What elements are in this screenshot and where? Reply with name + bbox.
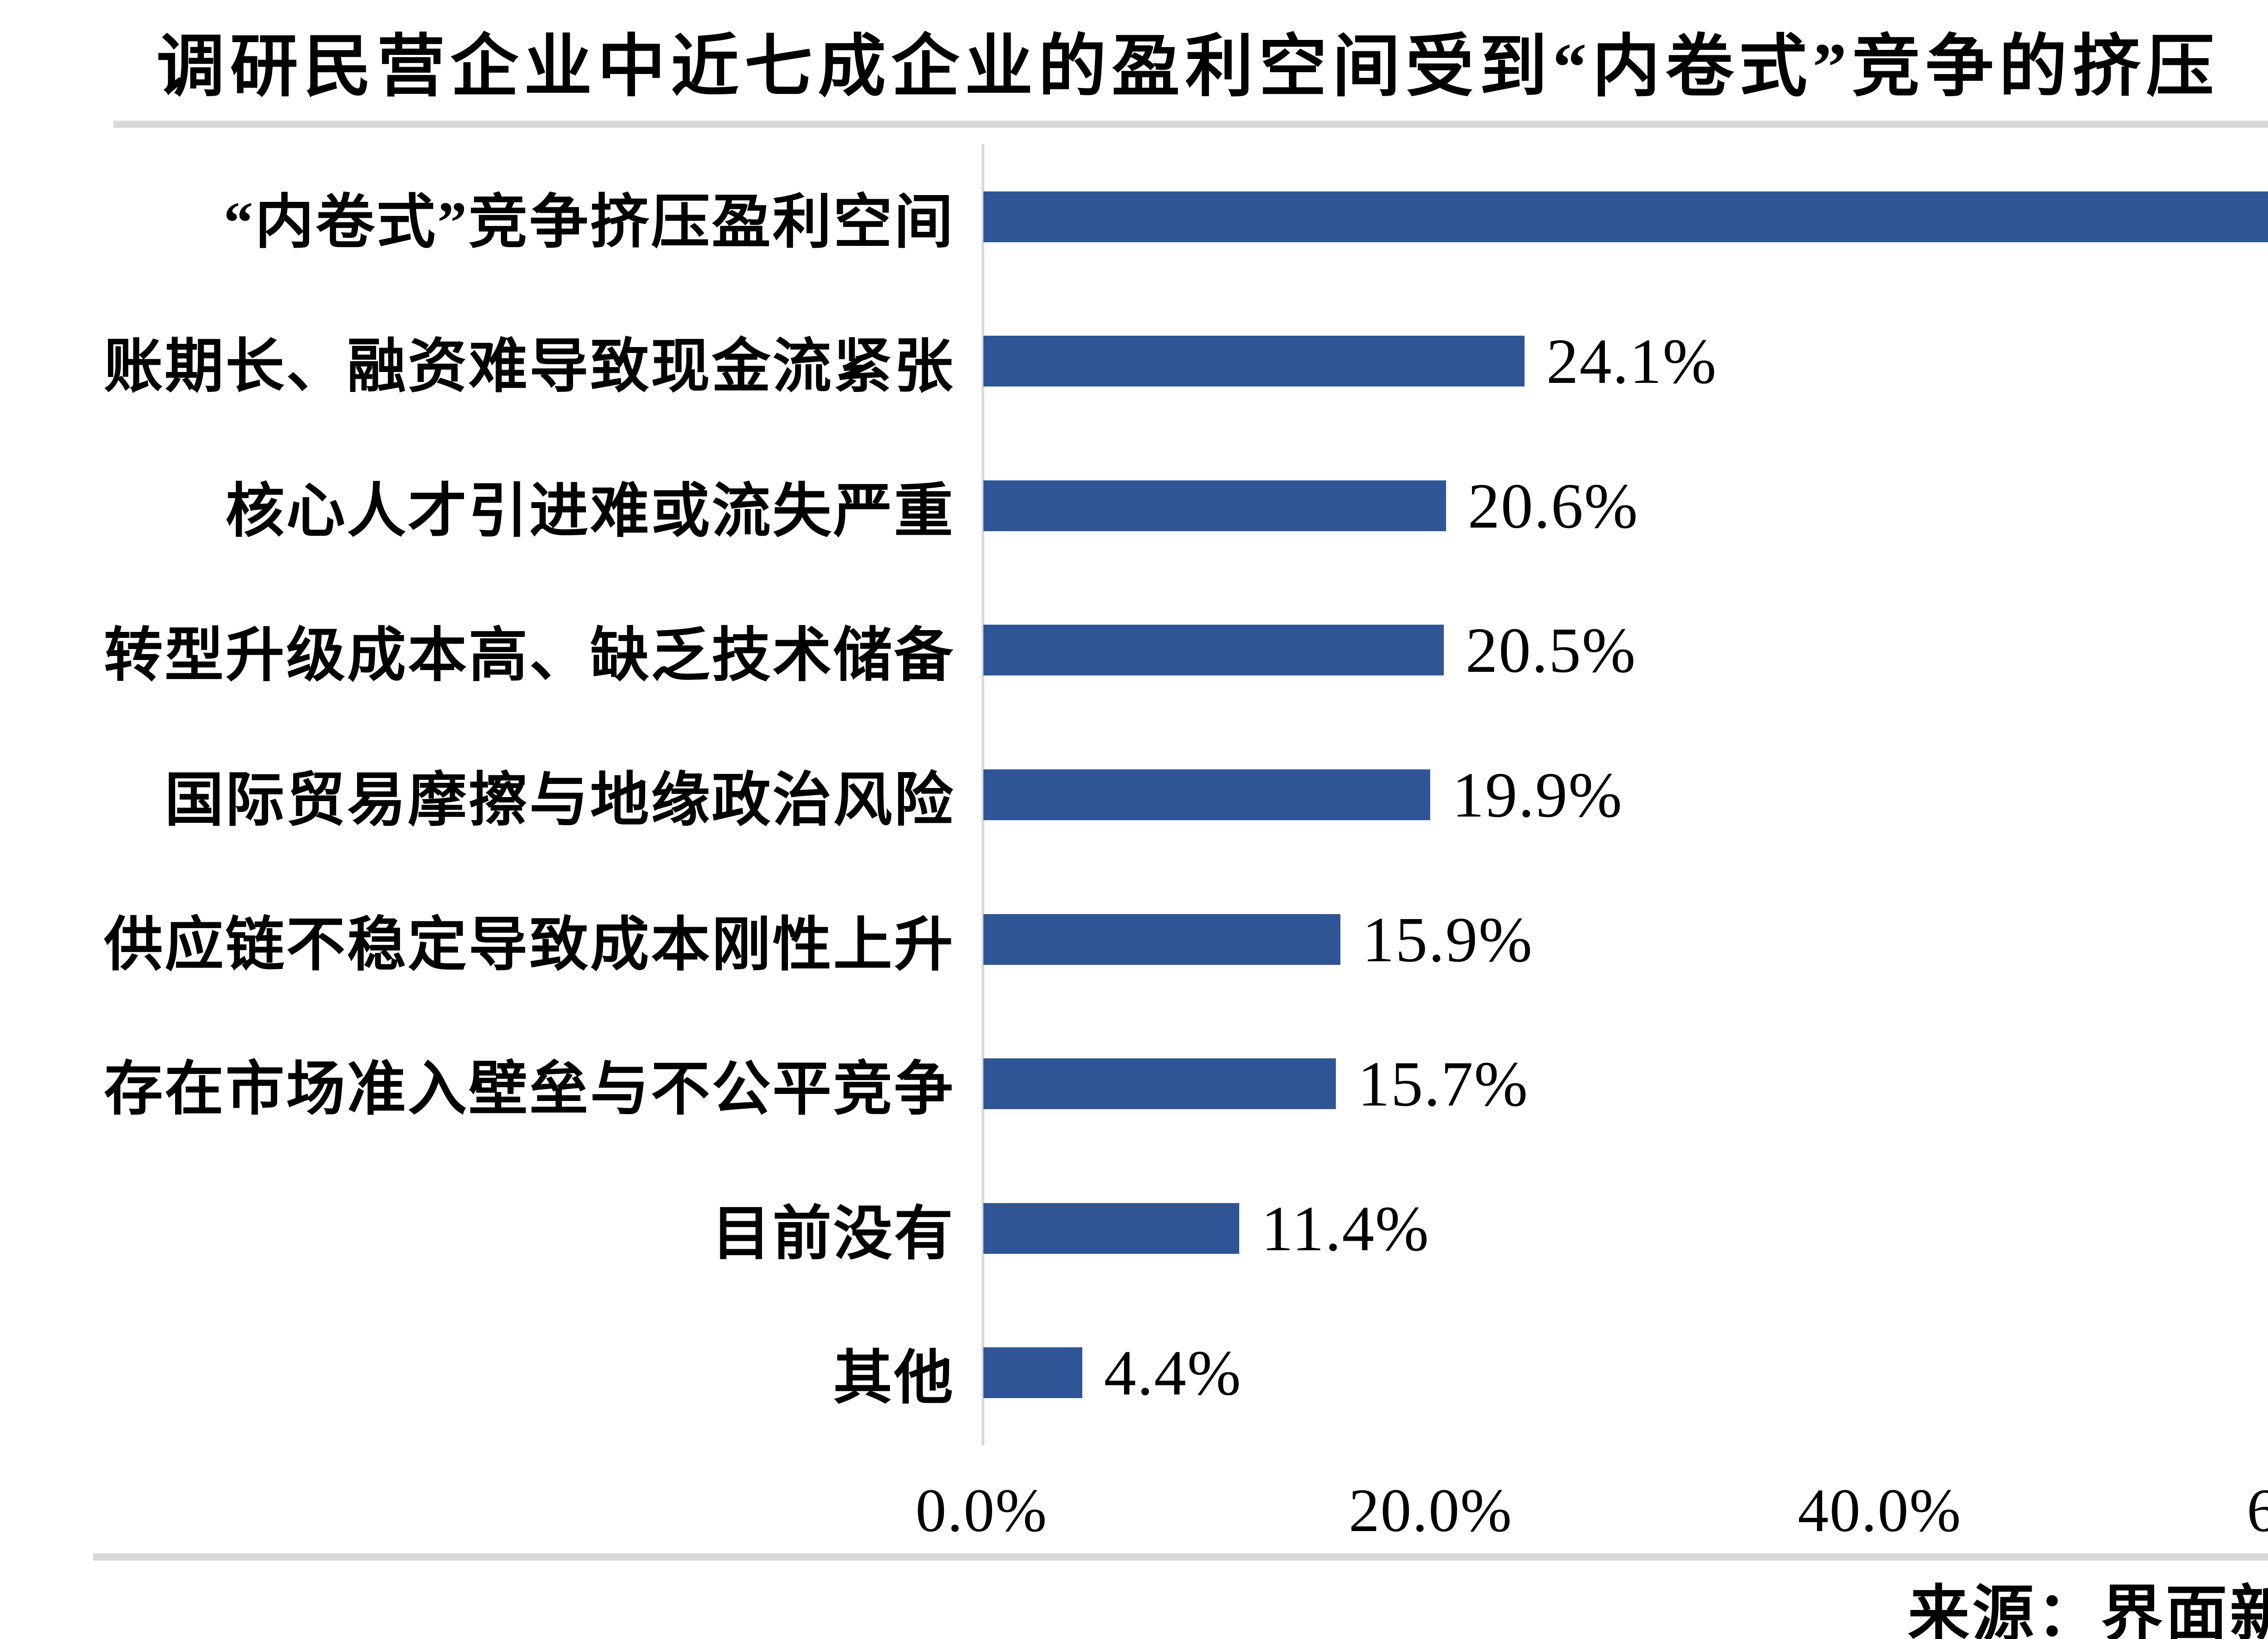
value-label: 15.7% [1358,1048,1529,1120]
category-label: 供应链不稳定导致成本刚性上升 [103,912,955,978]
bar [983,769,1431,820]
bar [983,1203,1240,1254]
category-label: 国际贸易摩擦与地缘政治风险 [164,768,955,833]
x-axis-tick-label: 40.0% [1798,1477,1962,1545]
category-label: 核心人才引进难或流失严重 [225,479,955,544]
x-axis-tick-label: 20.0% [1349,1477,1513,1545]
chart-row: 转型升级成本高、缺乏技术储备 20.5% [0,578,2268,723]
bar-chart-plot-area: “内卷式”竞争挤压盈利空间68.9% 账期长、融资难导致现金流紧张 24.1% 核心人… [0,144,2268,1445]
bar [983,625,1444,676]
category-label: 账期长、融资难导致现金流紧张 [103,334,955,400]
category-label: “内卷式”竞争挤压盈利空间 [223,190,955,255]
category-label: 其他 [833,1346,955,1412]
bar [983,191,2268,242]
bar [983,480,1446,531]
category-label: 转型升级成本高、缺乏技术储备 [103,623,955,689]
chart-row: 账期长、融资难导致现金流紧张 24.1% [0,289,2268,434]
chart-row: 目前没有 11.4% [0,1156,2268,1301]
bar [983,1058,1336,1110]
chart-row: 供应链不稳定导致成本刚性上升 15.9% [0,867,2268,1012]
value-label: 20.6% [1467,470,1639,542]
bar [983,914,1341,965]
value-label: 24.1% [1546,325,1717,397]
category-label: 目前没有 [711,1201,955,1267]
chart-title: 调研民营企业中近七成企业的盈利空间受到“内卷式”竞争的挤压 [156,29,2220,105]
chart-row: 其他 4.4% [0,1301,2268,1445]
x-axis-tick-label: 0.0% [915,1477,1048,1545]
bar [983,1347,1082,1399]
title-divider [113,121,2268,128]
category-label: 存在市场准入壁垒与不公平竞争 [103,1057,955,1123]
x-axis-tick-label: 60.0% [2247,1477,2268,1545]
x-axis: 0.0% 20.0% 40.0% 60.0% [0,1475,2268,1548]
value-label: 20.5% [1465,614,1637,686]
chart-row: 国际贸易摩擦与地缘政治风险 19.9% [0,722,2268,867]
source-note: 来源：界面新闻、界面智库 [1908,1581,2268,1639]
value-label: 11.4% [1261,1192,1430,1264]
chart-row: 核心人才引进难或流失严重 20.6% [0,433,2268,578]
value-label: 19.9% [1452,758,1623,831]
value-label: 4.4% [1104,1337,1242,1409]
bar [983,336,1525,387]
value-label: 15.9% [1362,903,1533,975]
footer-divider [93,1553,2268,1561]
chart-row: “内卷式”竞争挤压盈利空间68.9% [0,144,2268,289]
y-axis-line [982,144,984,1445]
chart-row: 存在市场准入壁垒与不公平竞争 15.7% [0,1012,2268,1156]
